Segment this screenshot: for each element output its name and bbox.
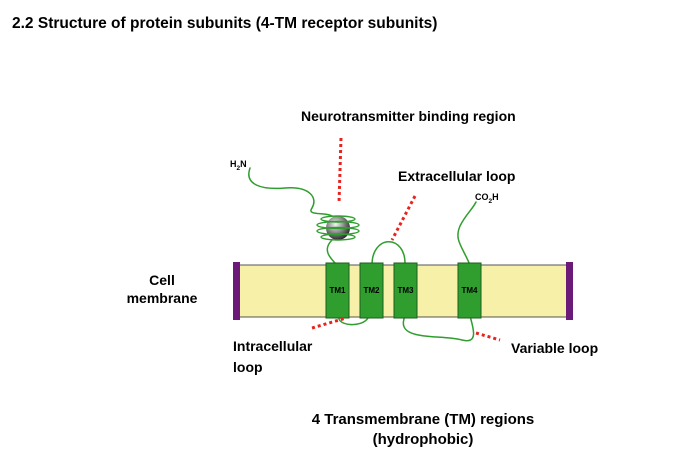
tm-segments: TM1 TM2 TM3 TM4 xyxy=(325,262,482,319)
tm2-segment xyxy=(359,262,384,319)
n-terminus-label: H2N xyxy=(230,159,247,172)
membrane-right-edge xyxy=(566,262,573,320)
pointer-lines xyxy=(311,137,501,342)
tm-regions-label-line2: (hydrophobic) xyxy=(373,431,474,448)
tm4-segment xyxy=(457,262,482,319)
intracellular-loop-label-line1: Intracellular xyxy=(233,338,313,354)
variable-loop-pointer xyxy=(475,331,501,342)
tm3-label: TM3 xyxy=(398,286,415,295)
c-terminus-label: CO2H xyxy=(475,192,499,205)
extracellular-loop-pointer xyxy=(390,195,417,241)
membrane-left-edge xyxy=(233,262,240,320)
binding-region-label: Neurotransmitter binding region xyxy=(301,108,516,124)
tm1-segment xyxy=(325,262,350,319)
extracellular-loop-label: Extracellular loop xyxy=(398,168,515,184)
intracellular-loop-label-line2: loop xyxy=(233,359,263,375)
binding-site xyxy=(316,215,360,241)
tm3-segment xyxy=(393,262,418,319)
tm-regions-label-line1: 4 Transmembrane (TM) regions xyxy=(312,411,535,428)
tm2-label: TM2 xyxy=(364,286,381,295)
slide-title: 2.2 Structure of protein subunits (4-TM … xyxy=(12,15,437,32)
binding-region-pointer xyxy=(337,137,343,204)
tm4-label: TM4 xyxy=(462,286,479,295)
cell-membrane-label-line2: membrane xyxy=(127,290,198,306)
binding-spirals xyxy=(316,215,360,241)
cell-membrane-label-line1: Cell xyxy=(149,272,175,288)
intracellular-loop-pointer xyxy=(311,316,347,330)
tm1-label: TM1 xyxy=(330,286,347,295)
variable-loop-label: Variable loop xyxy=(511,340,598,356)
